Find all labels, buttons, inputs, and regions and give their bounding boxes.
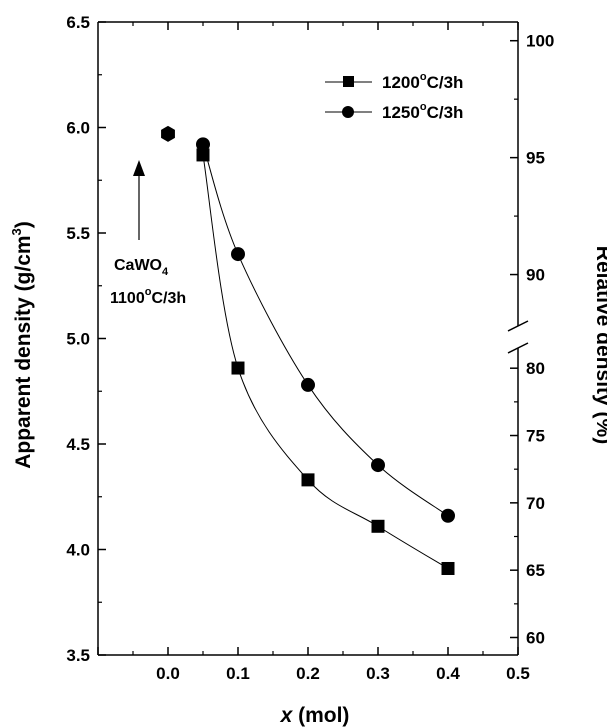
legend-item-1200: 1200oC/3h <box>325 71 463 92</box>
y-tick-label-right: 95 <box>526 149 545 168</box>
data-point-square <box>371 519 385 533</box>
fit-curve-1200 <box>202 154 449 569</box>
fit-curve-1250 <box>202 144 449 517</box>
y-axis-label-right: Relative density (%) <box>592 246 607 444</box>
y-tick-label-right: 80 <box>526 359 545 378</box>
data-point-square <box>441 561 455 575</box>
x-tick-label: 0.2 <box>296 664 320 683</box>
legend-label-1250: 1250oC/3h <box>382 101 463 122</box>
reference-annotation: CaWO4 1100oC/3h <box>110 160 186 307</box>
y-axis-label-left-sup: 3 <box>9 228 24 235</box>
data-point-square <box>231 361 245 375</box>
x-tick-label: 0.3 <box>366 664 390 683</box>
y-tick-label-left: 4.0 <box>66 541 90 560</box>
y-tick-label-right: 75 <box>526 427 545 446</box>
y-tick-label-right: 65 <box>526 561 545 580</box>
y-tick-label-left: 3.5 <box>66 646 90 665</box>
y-tick-label-left: 4.5 <box>66 435 90 454</box>
axis-break-mark-upper <box>507 320 529 332</box>
data-point-circle <box>441 508 455 523</box>
data-point-circle <box>196 137 210 152</box>
y-tick-label-left: 5.5 <box>66 224 90 243</box>
data-point-circle <box>371 458 385 473</box>
y-tick-label-left: 6.0 <box>66 119 90 138</box>
x-tick-label: 0.5 <box>506 664 530 683</box>
y-tick-label-right: 100 <box>526 32 554 51</box>
legend-item-1250: 1250oC/3h <box>325 101 463 122</box>
axes-layer: 0.0 0.1 0.2 0.3 0.4 0.5 3.5 4.0 4.5 5.0 5.5 6.0 6.5 9… <box>66 13 554 683</box>
y-tick-label-left: 6.5 <box>66 13 90 32</box>
annotation-label-condition: 1100oC/3h <box>110 286 186 307</box>
y-tick-label-right: 60 <box>526 628 545 647</box>
y-tick-label-right: 90 <box>526 266 545 285</box>
data-point-hexagon <box>161 125 175 142</box>
x-tick-label: 0.0 <box>156 664 180 683</box>
legend-circle-marker <box>342 106 354 118</box>
marks-layer <box>161 125 455 575</box>
x-tick-label: 0.4 <box>436 664 460 683</box>
annotation-arrowhead <box>133 160 145 176</box>
legend: 1200oC/3h 1250oC/3h <box>325 71 463 122</box>
data-point-circle <box>231 247 245 262</box>
legend-label-1200: 1200oC/3h <box>382 71 463 92</box>
x-tick-label: 0.1 <box>226 664 250 683</box>
y-tick-label-right: 70 <box>526 494 545 513</box>
data-point-square <box>196 148 210 162</box>
x-axis-label: x (mol) <box>280 704 350 727</box>
y-tick-label-left: 5.0 <box>66 330 90 349</box>
data-point-square <box>301 473 315 487</box>
axis-break-mark-lower <box>507 342 529 354</box>
x-axis-variable: x <box>280 704 294 727</box>
legend-square-marker <box>343 76 354 87</box>
y-axis-label-left: Apparent density (g/cm3) <box>9 221 35 469</box>
data-point-circle <box>301 377 315 392</box>
annotation-label-compound: CaWO4 <box>114 257 169 278</box>
